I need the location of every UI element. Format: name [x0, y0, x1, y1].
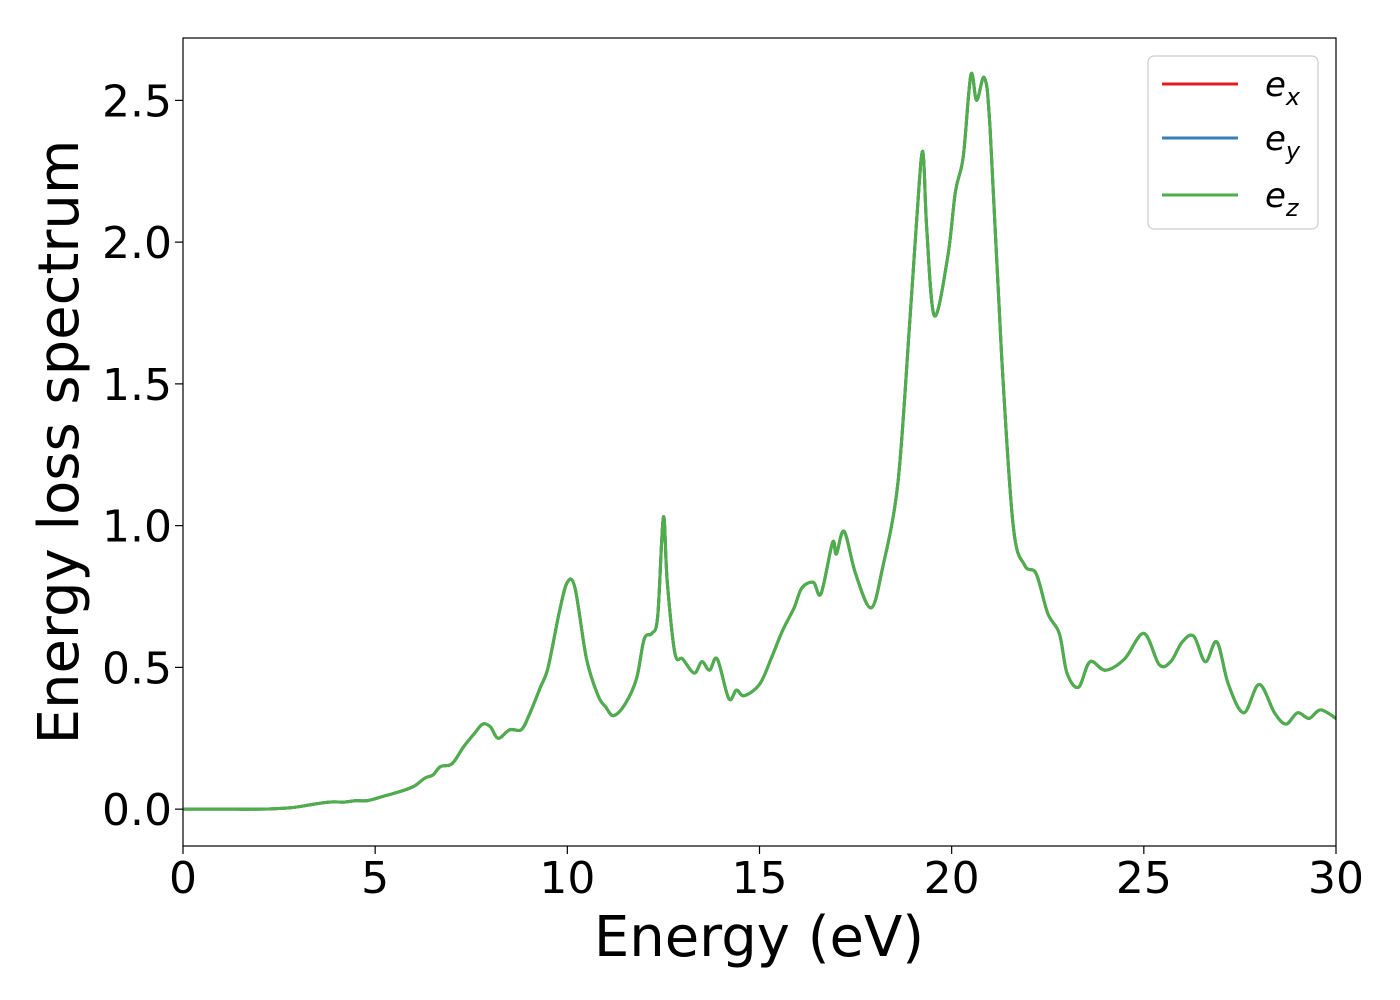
- x-tick-label: 25: [1116, 853, 1172, 904]
- series-line-z: [182, 71, 1337, 811]
- x-tick-label: 5: [361, 853, 389, 904]
- x-axis-ticks: 0 5 10 15 20 25 30: [169, 846, 1364, 904]
- legend-subscript-x: x: [1285, 83, 1301, 111]
- y-tick-label: 2.0: [102, 218, 172, 269]
- y-tick-label: 2.5: [102, 76, 172, 127]
- x-axis-title: Energy (eV): [594, 905, 924, 970]
- y-axis-ticks: 0.0 0.5 1.0 1.5 2.0 2.5: [102, 76, 183, 836]
- legend-subscript-y: y: [1285, 137, 1301, 165]
- x-tick-label: 30: [1308, 853, 1364, 904]
- plot-area: [183, 38, 1336, 846]
- x-tick-label: 15: [732, 853, 788, 904]
- series-layer: [182, 71, 1337, 811]
- x-tick-label: 0: [169, 853, 197, 904]
- x-tick-label: 10: [539, 853, 595, 904]
- legend-subscript-z: z: [1285, 194, 1300, 222]
- y-axis-title: Energy loss spectrum: [27, 140, 92, 745]
- y-tick-label: 0.5: [102, 643, 172, 694]
- y-tick-label: 1.5: [102, 360, 172, 411]
- x-tick-label: 20: [924, 853, 980, 904]
- y-tick-label: 1.0: [102, 502, 172, 553]
- y-tick-label: 0.0: [102, 785, 172, 836]
- legend-box: [1147, 55, 1319, 230]
